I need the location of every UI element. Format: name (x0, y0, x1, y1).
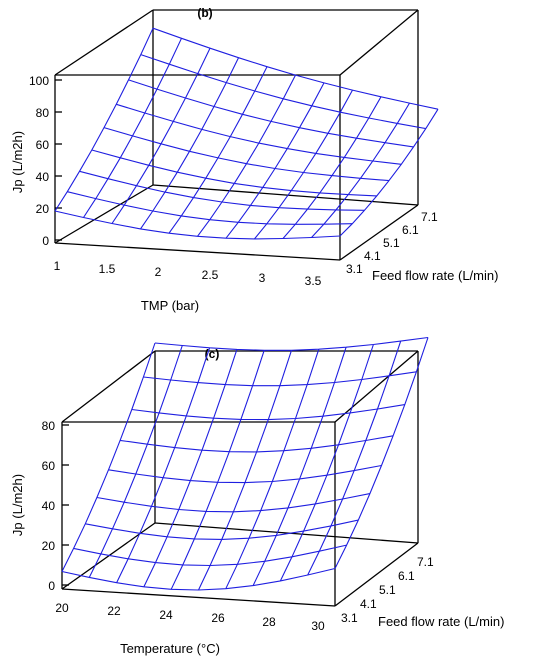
panel-b-mesh-line-x-1 (83, 38, 182, 218)
panel-c-box (61, 350, 419, 607)
panel-c-mesh-line-x-0 (61, 342, 156, 572)
panel-b-z-tick-100: 100 (29, 74, 49, 88)
panel-c-y-tick-7.1: 7.1 (417, 555, 434, 569)
panel-c-z-tick-80: 80 (42, 419, 56, 433)
panel-c-mesh-line-x-2 (116, 347, 211, 583)
panel-b-x-tick-2: 2 (155, 265, 162, 279)
panel-b-x-tick-3: 3 (259, 271, 266, 285)
panel-c-mesh-line-x-8 (279, 344, 374, 582)
panel-c-y-tick-6.1: 6.1 (398, 569, 415, 583)
panel-b-z-axis-label: Jp (L/m2h) (10, 131, 25, 193)
panel-b-y-axis: 3.1 4.1 5.1 6.1 7.1 Feed flow rate (L/mi… (346, 210, 498, 283)
panel-c-z-tick-40: 40 (42, 499, 56, 513)
panel-c-mesh-line-x-10 (334, 337, 429, 569)
panel-c-mesh-line-y-1 (73, 544, 347, 567)
panel-b-z-axis: 0 20 40 60 80 100 Jp (L/m2h) (10, 74, 62, 248)
panel-c-z-axis: 0 20 40 60 80 Jp (L/m2h) (10, 419, 69, 593)
panel-b-mesh-line-x-4 (168, 66, 268, 234)
panel-c-y-tick-3.1: 3.1 (341, 611, 358, 625)
panel-b-mesh-line-x-6 (225, 82, 325, 239)
panel-c-x-tick-22: 22 (107, 604, 121, 618)
panel-b-x-axis-label: TMP (bar) (141, 298, 199, 313)
panel-c-y-axis: 3.1 4.1 5.1 6.1 7.1 Feed flow rate (L/mi… (341, 555, 504, 629)
panel-c-mesh-line-x-9 (307, 340, 402, 576)
panel-b-label: (b) (197, 6, 212, 20)
panel-b-z-tick-80: 80 (36, 106, 50, 120)
chart-panel-c: (c) 0 20 40 60 (10, 336, 504, 656)
panel-b-mesh-line-y-8 (152, 27, 439, 110)
panel-c-z-tick-60: 60 (42, 459, 56, 473)
panel-c-x-tick-24: 24 (159, 608, 173, 622)
panel-c-y-axis-label: Feed flow rate (L/min) (378, 614, 504, 629)
panel-b-mesh-line-y-0 (54, 210, 341, 240)
panel-c-y-tick-4.1: 4.1 (360, 597, 377, 611)
panel-c-mesh-line-x-6 (225, 349, 320, 589)
panel-c-mesh-line-x-5 (198, 350, 293, 591)
panel-c-mesh-line-y-3 (96, 493, 371, 513)
panel-b-x-axis: 1 1.5 2 2.5 3 3.5 TMP (bar) (54, 259, 322, 313)
panel-b-mesh-line-y-6 (128, 79, 414, 148)
panel-c-mesh-line-x-1 (88, 345, 183, 578)
panel-c-x-tick-30: 30 (311, 619, 325, 633)
chart-panel-b: (b) 0 20 (10, 6, 498, 313)
panel-b-y-tick-6.1: 6.1 (402, 223, 419, 237)
panel-b-z-tick-60: 60 (36, 138, 50, 152)
panel-c-x-tick-28: 28 (262, 615, 276, 629)
panel-c-z-axis-label: Jp (L/m2h) (10, 474, 25, 536)
panel-c-mesh-line-y-5 (120, 435, 394, 453)
panel-c-mesh-line-y-4 (108, 464, 382, 484)
panel-b-mesh-line-x-0 (54, 27, 154, 212)
panel-b-z-tick-0: 0 (42, 234, 49, 248)
panel-c-x-tick-26: 26 (211, 611, 225, 625)
panel-c-mesh-line-x-4 (170, 350, 265, 590)
panel-b-z-tick-40: 40 (36, 170, 50, 184)
panel-c-mesh-line-x-7 (252, 347, 347, 586)
panel-b-y-tick-5.1: 5.1 (383, 236, 400, 250)
panel-c-z-tick-20: 20 (42, 539, 56, 553)
panel-c-mesh-line-y-7 (143, 371, 417, 387)
panel-b-y-tick-3.1: 3.1 (346, 262, 363, 276)
panel-c-surface-mesh (61, 336, 429, 591)
panel-b-mesh-line-x-2 (111, 47, 211, 224)
panel-c-x-axis: 20 22 24 26 28 30 Temperature (°C) (55, 601, 325, 656)
panel-b-x-tick-1: 1 (54, 259, 61, 273)
panel-b-mesh-line-x-7 (254, 89, 353, 240)
panel-c-y-tick-5.1: 5.1 (379, 583, 396, 597)
panel-b-mesh-line-y-7 (140, 54, 426, 130)
panel-b-mesh-line-x-9 (311, 102, 410, 238)
panel-c-mesh-line-y-8 (154, 336, 429, 351)
panel-c-mesh-line-y-2 (85, 519, 359, 540)
panel-b-x-tick-1.5: 1.5 (99, 262, 116, 276)
panel-b-y-axis-label: Feed flow rate (L/min) (372, 268, 498, 283)
panel-c-label: (c) (205, 347, 220, 361)
panel-c-mesh-line-y-6 (131, 404, 405, 421)
panel-c-z-tick-0: 0 (48, 579, 55, 593)
panel-c-x-tick-20: 20 (55, 601, 69, 615)
panel-c-mesh-line-x-3 (143, 349, 238, 588)
panel-b-mesh-line-x-5 (197, 74, 296, 237)
panel-b-x-tick-2.5: 2.5 (202, 268, 219, 282)
panel-b-mesh-line-x-3 (140, 57, 239, 230)
panel-b-mesh-line-x-10 (339, 108, 439, 237)
panel-b-z-tick-20: 20 (36, 202, 50, 216)
panel-b-mesh-line-x-8 (282, 96, 382, 239)
panel-c-mesh-line-y-0 (61, 567, 336, 591)
panel-b-y-tick-4.1: 4.1 (364, 249, 381, 263)
panel-b-x-tick-3.5: 3.5 (305, 274, 322, 288)
panel-b-y-tick-7.1: 7.1 (421, 210, 438, 224)
panel-c-x-axis-label: Temperature (°C) (120, 641, 220, 656)
panel-b-surface-mesh (54, 27, 439, 240)
